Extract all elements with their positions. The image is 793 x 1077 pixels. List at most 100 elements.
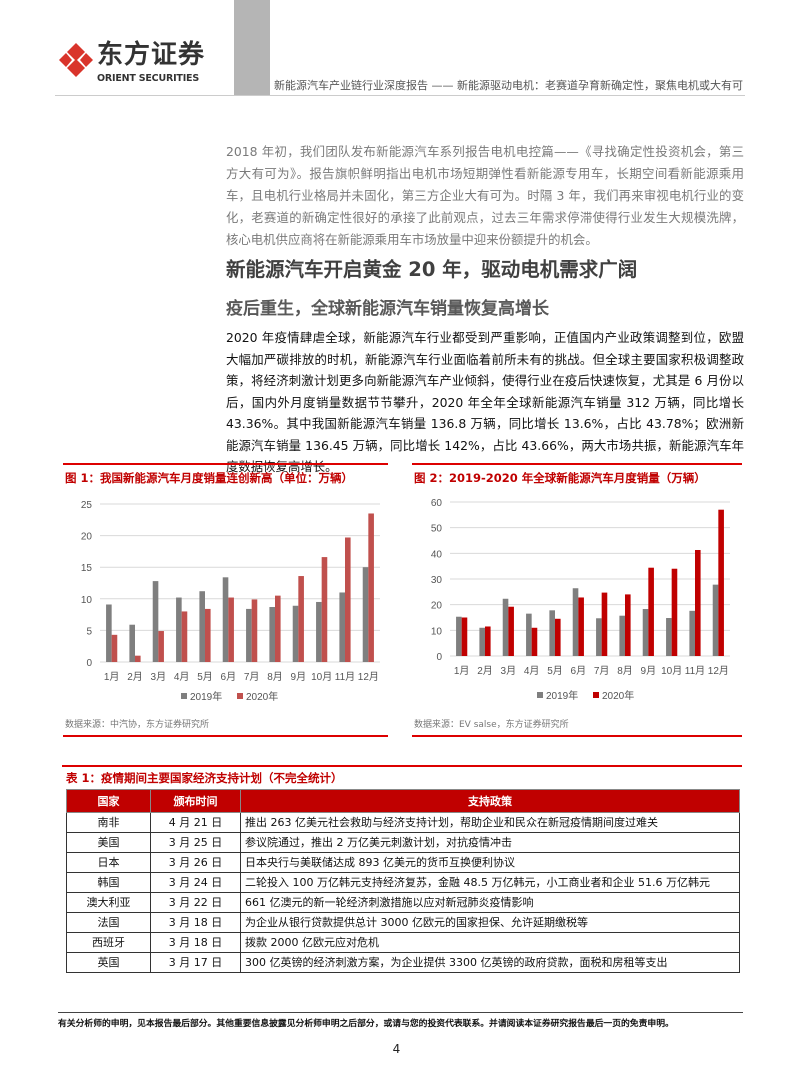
x-tick-label: 10月 bbox=[661, 665, 682, 677]
cell-country: 法国 bbox=[66, 912, 151, 933]
column-header-date: 颁布时间 bbox=[150, 789, 241, 813]
table-row: 日本 3 月 26 日日本央行与美联储达成 893 亿美元的货币互换便利协议 bbox=[66, 852, 740, 873]
figure-2-source: 数据来源：EV salse，东方证券研究所 bbox=[414, 720, 569, 730]
x-tick-label: 7月 bbox=[244, 671, 260, 683]
table-row: 法国 3 月 18 日为企业从银行贷款提供总计 3000 亿欧元的国家担保、允许延… bbox=[66, 912, 740, 933]
x-tick-label: 7月 bbox=[594, 665, 610, 677]
bar-2020年-10月 bbox=[671, 568, 678, 656]
cell-policy: 推出 263 亿美元社会救助与经济支持计划，帮助企业和民众在新冠疫情期间度过难关 bbox=[240, 812, 740, 833]
cell-policy: 二轮投入 100 万亿韩元支持经济复苏，金融 48.5 万亿韩元，小工商业者和企… bbox=[240, 872, 740, 893]
legend-label: 2020年 bbox=[602, 689, 634, 702]
logo-chinese-name: 东方证券 bbox=[97, 40, 206, 70]
cell-date: 3 月 18 日 bbox=[150, 932, 241, 953]
bar-2020年-6月 bbox=[578, 597, 584, 656]
legend-swatch bbox=[593, 692, 599, 698]
y-tick-label: 50 bbox=[431, 524, 443, 535]
cell-policy: 日本央行与美联储达成 893 亿美元的货币互换便利协议 bbox=[240, 852, 740, 873]
bar-2019年-6月 bbox=[222, 577, 229, 662]
cell-date: 3 月 24 日 bbox=[150, 872, 241, 893]
bar-2019年-2月 bbox=[129, 624, 135, 662]
report-title: 新能源汽车产业链行业深度报告 —— 新能源驱动电机：老赛道孕育新确定性，聚焦电机… bbox=[274, 79, 743, 92]
cell-country: 南非 bbox=[66, 812, 151, 833]
legend-swatch bbox=[181, 693, 187, 699]
bar-2019年-3月 bbox=[502, 598, 509, 656]
figure-2-chart: 0 10 20 30 40 50 60 1月 2月 3月 4月 5月 6月 7月 8月 9月 10月 11月 12月… bbox=[431, 498, 730, 702]
bar-2019年-1月 bbox=[456, 616, 462, 656]
y-tick-label: 20 bbox=[431, 601, 443, 612]
bar-2019年-12月 bbox=[712, 584, 719, 656]
x-tick-label: 1月 bbox=[104, 671, 120, 683]
x-tick-label: 8月 bbox=[267, 671, 283, 683]
cell-date: 3 月 25 日 bbox=[150, 832, 241, 853]
header-divider bbox=[55, 95, 745, 96]
x-tick-label: 11月 bbox=[335, 671, 355, 683]
x-tick-label: 3月 bbox=[151, 671, 167, 683]
bar-2020年-12月 bbox=[368, 513, 374, 662]
bar-2020年-2月 bbox=[135, 655, 141, 662]
x-tick-label: 12月 bbox=[708, 665, 729, 677]
y-tick-label: 0 bbox=[436, 652, 442, 663]
header-gray-bar bbox=[234, 0, 270, 95]
stimulus-table: 国家 颁布时间 支持政策 南非 4 月 21 日推出 263 亿美元社会救助与经济… bbox=[66, 789, 740, 973]
x-tick-label: 4月 bbox=[174, 671, 190, 683]
bar-2019年-6月 bbox=[572, 588, 579, 656]
table-row: 澳大利亚 3 月 22 日 661 亿澳元的新一轮经济刺激措施以应对新冠肺炎疫情影响 bbox=[66, 892, 740, 913]
cell-country: 韩国 bbox=[66, 872, 151, 893]
bar-2019年-5月 bbox=[549, 610, 555, 656]
figure-2: 图 2：2019-2020 年全球新能源汽车月度销量（万辆） 0 10 20 30 40… bbox=[412, 463, 742, 737]
footer-divider bbox=[58, 1012, 743, 1013]
y-tick-label: 60 bbox=[431, 498, 443, 509]
figure-1-chart: 0 5 10 15 20 25 1月 2月 3月 4月 5月 6月 7月 8月 9月 10月 11月 12月 201… bbox=[81, 500, 380, 703]
y-tick-label: 5 bbox=[86, 626, 92, 637]
cell-policy: 300 亿英镑的经济刺激方案，为企业提供 3300 亿英镑的政府贷款，面税和房租… bbox=[240, 952, 740, 973]
cell-policy: 为企业从银行贷款提供总计 3000 亿欧元的国家担保、允许延期缴税等 bbox=[240, 912, 740, 933]
table-top-rule bbox=[62, 765, 742, 767]
legend-swatch bbox=[237, 693, 243, 699]
page-number: 4 bbox=[392, 1042, 401, 1056]
bar-2019年-4月 bbox=[526, 613, 532, 656]
cell-date: 4 月 21 日 bbox=[150, 812, 241, 833]
legend-label: 2020年 bbox=[246, 690, 278, 703]
cell-date: 3 月 26 日 bbox=[150, 852, 241, 873]
y-tick-label: 25 bbox=[81, 500, 93, 511]
bar-2020年-12月 bbox=[718, 509, 724, 656]
bar-2019年-12月 bbox=[362, 567, 369, 662]
legend-label: 2019年 bbox=[546, 689, 578, 702]
bar-2020年-9月 bbox=[648, 567, 654, 656]
orient-securities-logo-icon bbox=[59, 43, 93, 77]
bar-2019年-11月 bbox=[339, 592, 345, 662]
bar-2020年-2月 bbox=[485, 626, 491, 656]
x-tick-label: 8月 bbox=[617, 665, 633, 677]
subsection-heading: 疫后重生，全球新能源汽车销量恢复高增长 bbox=[226, 299, 549, 319]
bar-2019年-10月 bbox=[316, 601, 322, 662]
bar-2020年-4月 bbox=[181, 611, 188, 662]
bar-2020年-3月 bbox=[158, 631, 164, 662]
bar-2020年-7月 bbox=[601, 592, 608, 656]
bar-2019年-10月 bbox=[666, 618, 672, 656]
x-tick-label: 9月 bbox=[291, 671, 307, 683]
bar-2020年-11月 bbox=[345, 537, 351, 662]
legend-label: 2019年 bbox=[190, 690, 222, 703]
y-tick-label: 40 bbox=[431, 549, 443, 560]
x-tick-label: 6月 bbox=[221, 671, 237, 683]
bar-2019年-9月 bbox=[642, 609, 649, 656]
table-row: 西班牙 3 月 18 日拨款 2000 亿欧元应对危机 bbox=[66, 932, 740, 953]
bar-2020年-5月 bbox=[205, 608, 211, 662]
cell-date: 3 月 22 日 bbox=[150, 892, 241, 913]
figure-2-title: 图 2：2019-2020 年全球新能源汽车月度销量（万辆） bbox=[414, 471, 706, 485]
x-tick-label: 2月 bbox=[477, 665, 493, 677]
figure-1-title: 图 1：我国新能源汽车月度销量连创新高（单位：万辆） bbox=[65, 471, 354, 485]
y-tick-label: 20 bbox=[81, 532, 93, 543]
cell-country: 西班牙 bbox=[66, 932, 151, 953]
x-tick-label: 3月 bbox=[501, 665, 517, 677]
bar-2020年-7月 bbox=[251, 599, 258, 662]
cell-date: 3 月 18 日 bbox=[150, 912, 241, 933]
bar-2019年-1月 bbox=[106, 604, 112, 662]
table-row: 英国 3 月 17 日 300 亿英镑的经济刺激方案，为企业提供 3300 亿英镑的… bbox=[66, 952, 740, 973]
bar-2019年-9月 bbox=[292, 605, 299, 662]
figure-1-source: 数据来源：中汽协，东方证券研究所 bbox=[65, 720, 210, 730]
y-tick-label: 10 bbox=[81, 595, 93, 606]
x-tick-label: 4月 bbox=[524, 665, 540, 677]
bar-2020年-4月 bbox=[531, 627, 538, 656]
cell-date: 3 月 17 日 bbox=[150, 952, 241, 973]
